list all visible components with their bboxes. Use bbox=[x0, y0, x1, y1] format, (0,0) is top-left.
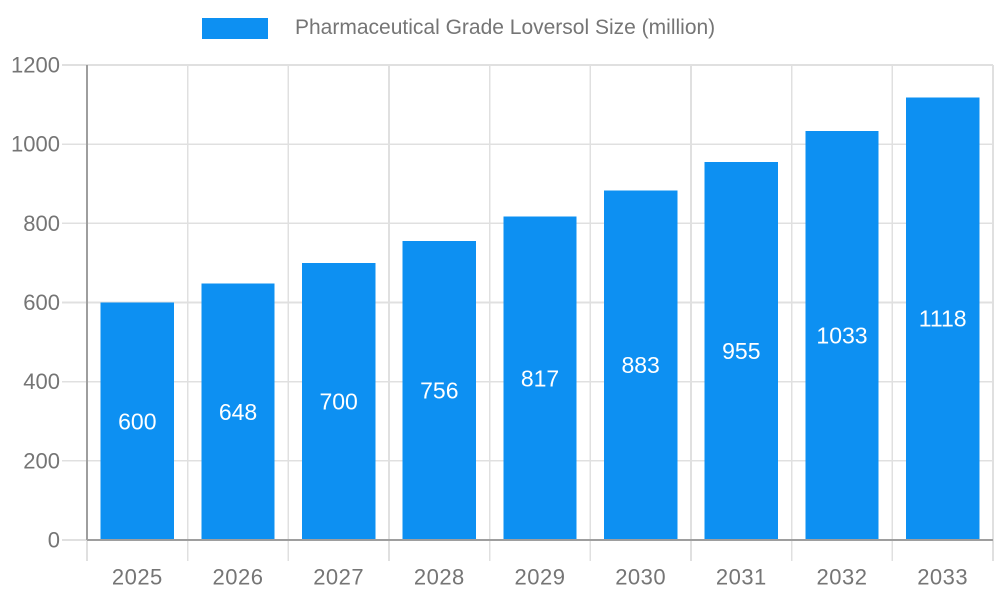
y-tick-label: 800 bbox=[23, 211, 60, 236]
y-tick-label: 200 bbox=[23, 448, 60, 473]
bar-value-label: 700 bbox=[319, 388, 357, 414]
bar bbox=[805, 131, 879, 540]
bar bbox=[100, 302, 175, 540]
y-tick-label: 1200 bbox=[11, 53, 60, 78]
y-tick-label: 1000 bbox=[11, 132, 60, 157]
legend-label: Pharmaceutical Grade Loversol Size (mill… bbox=[295, 16, 716, 39]
bar-value-label: 756 bbox=[420, 377, 458, 403]
bar-value-label: 1118 bbox=[919, 306, 967, 332]
bar-value-label: 648 bbox=[219, 399, 257, 425]
bar bbox=[201, 283, 275, 540]
legend-swatch bbox=[202, 17, 268, 39]
bar-value-label: 955 bbox=[722, 338, 760, 364]
x-tick-label: 2027 bbox=[313, 565, 364, 590]
y-tick-label: 0 bbox=[48, 528, 60, 553]
y-tick-label: 600 bbox=[23, 290, 60, 315]
bar-value-label: 1033 bbox=[816, 323, 867, 349]
x-tick-label: 2031 bbox=[716, 565, 767, 590]
bar bbox=[301, 262, 376, 540]
bar-value-label: 817 bbox=[521, 365, 559, 391]
legend-item[interactable]: Pharmaceutical Grade Loversol Size (mill… bbox=[202, 16, 715, 40]
bar bbox=[402, 240, 477, 540]
x-tick-label: 2025 bbox=[112, 565, 163, 590]
bar bbox=[905, 97, 980, 540]
x-tick-label: 2033 bbox=[917, 565, 968, 590]
bar-value-label: 600 bbox=[118, 408, 156, 434]
x-tick-label: 2026 bbox=[213, 565, 264, 590]
x-tick-label: 2032 bbox=[817, 565, 868, 590]
bar bbox=[704, 161, 779, 540]
x-tick-label: 2028 bbox=[414, 565, 465, 590]
bar-value-label: 883 bbox=[621, 352, 659, 378]
x-tick-label: 2030 bbox=[615, 565, 666, 590]
x-tick-label: 2029 bbox=[515, 565, 566, 590]
bar bbox=[503, 216, 577, 540]
y-tick-label: 400 bbox=[23, 369, 60, 394]
bar bbox=[603, 190, 678, 540]
